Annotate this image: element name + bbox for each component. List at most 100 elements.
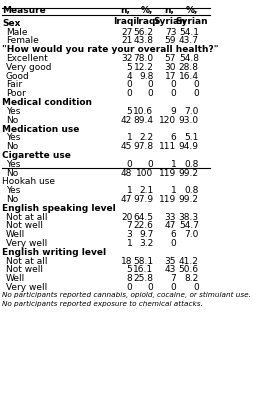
Text: 4: 4 — [127, 72, 132, 81]
Text: Well: Well — [6, 230, 25, 239]
Text: 9.8: 9.8 — [139, 72, 153, 81]
Text: English writing level: English writing level — [2, 248, 106, 257]
Text: 1: 1 — [127, 239, 132, 248]
Text: Yes: Yes — [6, 160, 20, 169]
Text: 0: 0 — [170, 239, 176, 248]
Text: Female: Female — [6, 36, 39, 46]
Text: 54.8: 54.8 — [179, 54, 199, 63]
Text: 120: 120 — [159, 116, 176, 125]
Text: Fair: Fair — [6, 80, 22, 90]
Text: Measure: Measure — [2, 6, 46, 15]
Text: Cigarette use: Cigarette use — [2, 151, 71, 160]
Text: Not at all: Not at all — [6, 212, 48, 222]
Text: 0: 0 — [127, 80, 132, 90]
Text: 54.1: 54.1 — [179, 28, 199, 37]
Text: 5: 5 — [127, 63, 132, 72]
Text: n,
Syrian: n, Syrian — [153, 6, 186, 26]
Text: 38.3: 38.3 — [179, 212, 199, 222]
Text: 119: 119 — [159, 168, 176, 178]
Text: 47: 47 — [121, 195, 132, 204]
Text: 16.4: 16.4 — [179, 72, 199, 81]
Text: 43.7: 43.7 — [179, 36, 199, 46]
Text: 41.2: 41.2 — [179, 257, 199, 266]
Text: Sex: Sex — [2, 19, 21, 28]
Text: 94.9: 94.9 — [179, 142, 199, 151]
Text: No: No — [6, 116, 18, 125]
Text: 99.2: 99.2 — [179, 168, 199, 178]
Text: 119: 119 — [159, 195, 176, 204]
Text: 5: 5 — [127, 107, 132, 116]
Text: 2.2: 2.2 — [139, 133, 153, 142]
Text: 7.0: 7.0 — [185, 230, 199, 239]
Text: 17: 17 — [165, 72, 176, 81]
Text: 7.0: 7.0 — [185, 107, 199, 116]
Text: 111: 111 — [159, 142, 176, 151]
Text: 0: 0 — [193, 80, 199, 90]
Text: 0: 0 — [170, 89, 176, 98]
Text: 3.2: 3.2 — [139, 239, 153, 248]
Text: 93.0: 93.0 — [179, 116, 199, 125]
Text: 58.1: 58.1 — [133, 257, 153, 266]
Text: 0.8: 0.8 — [185, 186, 199, 195]
Text: 57: 57 — [165, 54, 176, 63]
Text: Good: Good — [6, 72, 30, 81]
Text: 56.2: 56.2 — [134, 28, 153, 37]
Text: 97.8: 97.8 — [133, 142, 153, 151]
Text: Hookah use: Hookah use — [2, 177, 55, 186]
Text: "How would you rate your overall health?": "How would you rate your overall health?… — [2, 45, 219, 54]
Text: n,
Iraqi: n, Iraqi — [114, 6, 137, 26]
Text: Yes: Yes — [6, 107, 20, 116]
Text: 16.1: 16.1 — [133, 266, 153, 274]
Text: 0: 0 — [148, 89, 153, 98]
Text: 50.6: 50.6 — [179, 266, 199, 274]
Text: Yes: Yes — [6, 133, 20, 142]
Text: No participants reported cannabis, opioid, cocaine, or stimulant use.: No participants reported cannabis, opioi… — [2, 292, 251, 298]
Text: Very well: Very well — [6, 239, 47, 248]
Text: Well: Well — [6, 274, 25, 283]
Text: 25.8: 25.8 — [134, 274, 153, 283]
Text: 9: 9 — [170, 107, 176, 116]
Text: 0: 0 — [127, 160, 132, 169]
Text: 78.0: 78.0 — [133, 54, 153, 63]
Text: %,
Iraqi: %, Iraqi — [135, 6, 158, 26]
Text: 43: 43 — [165, 266, 176, 274]
Text: 1: 1 — [170, 160, 176, 169]
Text: 1: 1 — [170, 186, 176, 195]
Text: 97.9: 97.9 — [133, 195, 153, 204]
Text: 5: 5 — [127, 266, 132, 274]
Text: 20: 20 — [121, 212, 132, 222]
Text: 0: 0 — [148, 160, 153, 169]
Text: 33: 33 — [165, 212, 176, 222]
Text: No: No — [6, 168, 18, 178]
Text: 73: 73 — [165, 28, 176, 37]
Text: 6: 6 — [170, 230, 176, 239]
Text: 0: 0 — [193, 89, 199, 98]
Text: 54.7: 54.7 — [179, 222, 199, 230]
Text: 0: 0 — [170, 80, 176, 90]
Text: 45: 45 — [121, 142, 132, 151]
Text: 1: 1 — [127, 133, 132, 142]
Text: %,
Syrian: %, Syrian — [175, 6, 208, 26]
Text: 0: 0 — [170, 283, 176, 292]
Text: 0: 0 — [148, 283, 153, 292]
Text: 8.2: 8.2 — [185, 274, 199, 283]
Text: Yes: Yes — [6, 186, 20, 195]
Text: 6: 6 — [170, 133, 176, 142]
Text: 43.8: 43.8 — [134, 36, 153, 46]
Text: No participants reported exposure to chemical attacks.: No participants reported exposure to che… — [2, 301, 203, 307]
Text: Excellent: Excellent — [6, 54, 48, 63]
Text: 64.5: 64.5 — [134, 212, 153, 222]
Text: 35: 35 — [165, 257, 176, 266]
Text: 0: 0 — [127, 283, 132, 292]
Text: Poor: Poor — [6, 89, 26, 98]
Text: Not at all: Not at all — [6, 257, 48, 266]
Text: English speaking level: English speaking level — [2, 204, 116, 213]
Text: 9.7: 9.7 — [139, 230, 153, 239]
Text: 0: 0 — [127, 89, 132, 98]
Text: 1: 1 — [127, 186, 132, 195]
Text: 12.2: 12.2 — [134, 63, 153, 72]
Text: 2.1: 2.1 — [139, 186, 153, 195]
Text: 7: 7 — [170, 274, 176, 283]
Text: 8: 8 — [127, 274, 132, 283]
Text: 42: 42 — [121, 116, 132, 125]
